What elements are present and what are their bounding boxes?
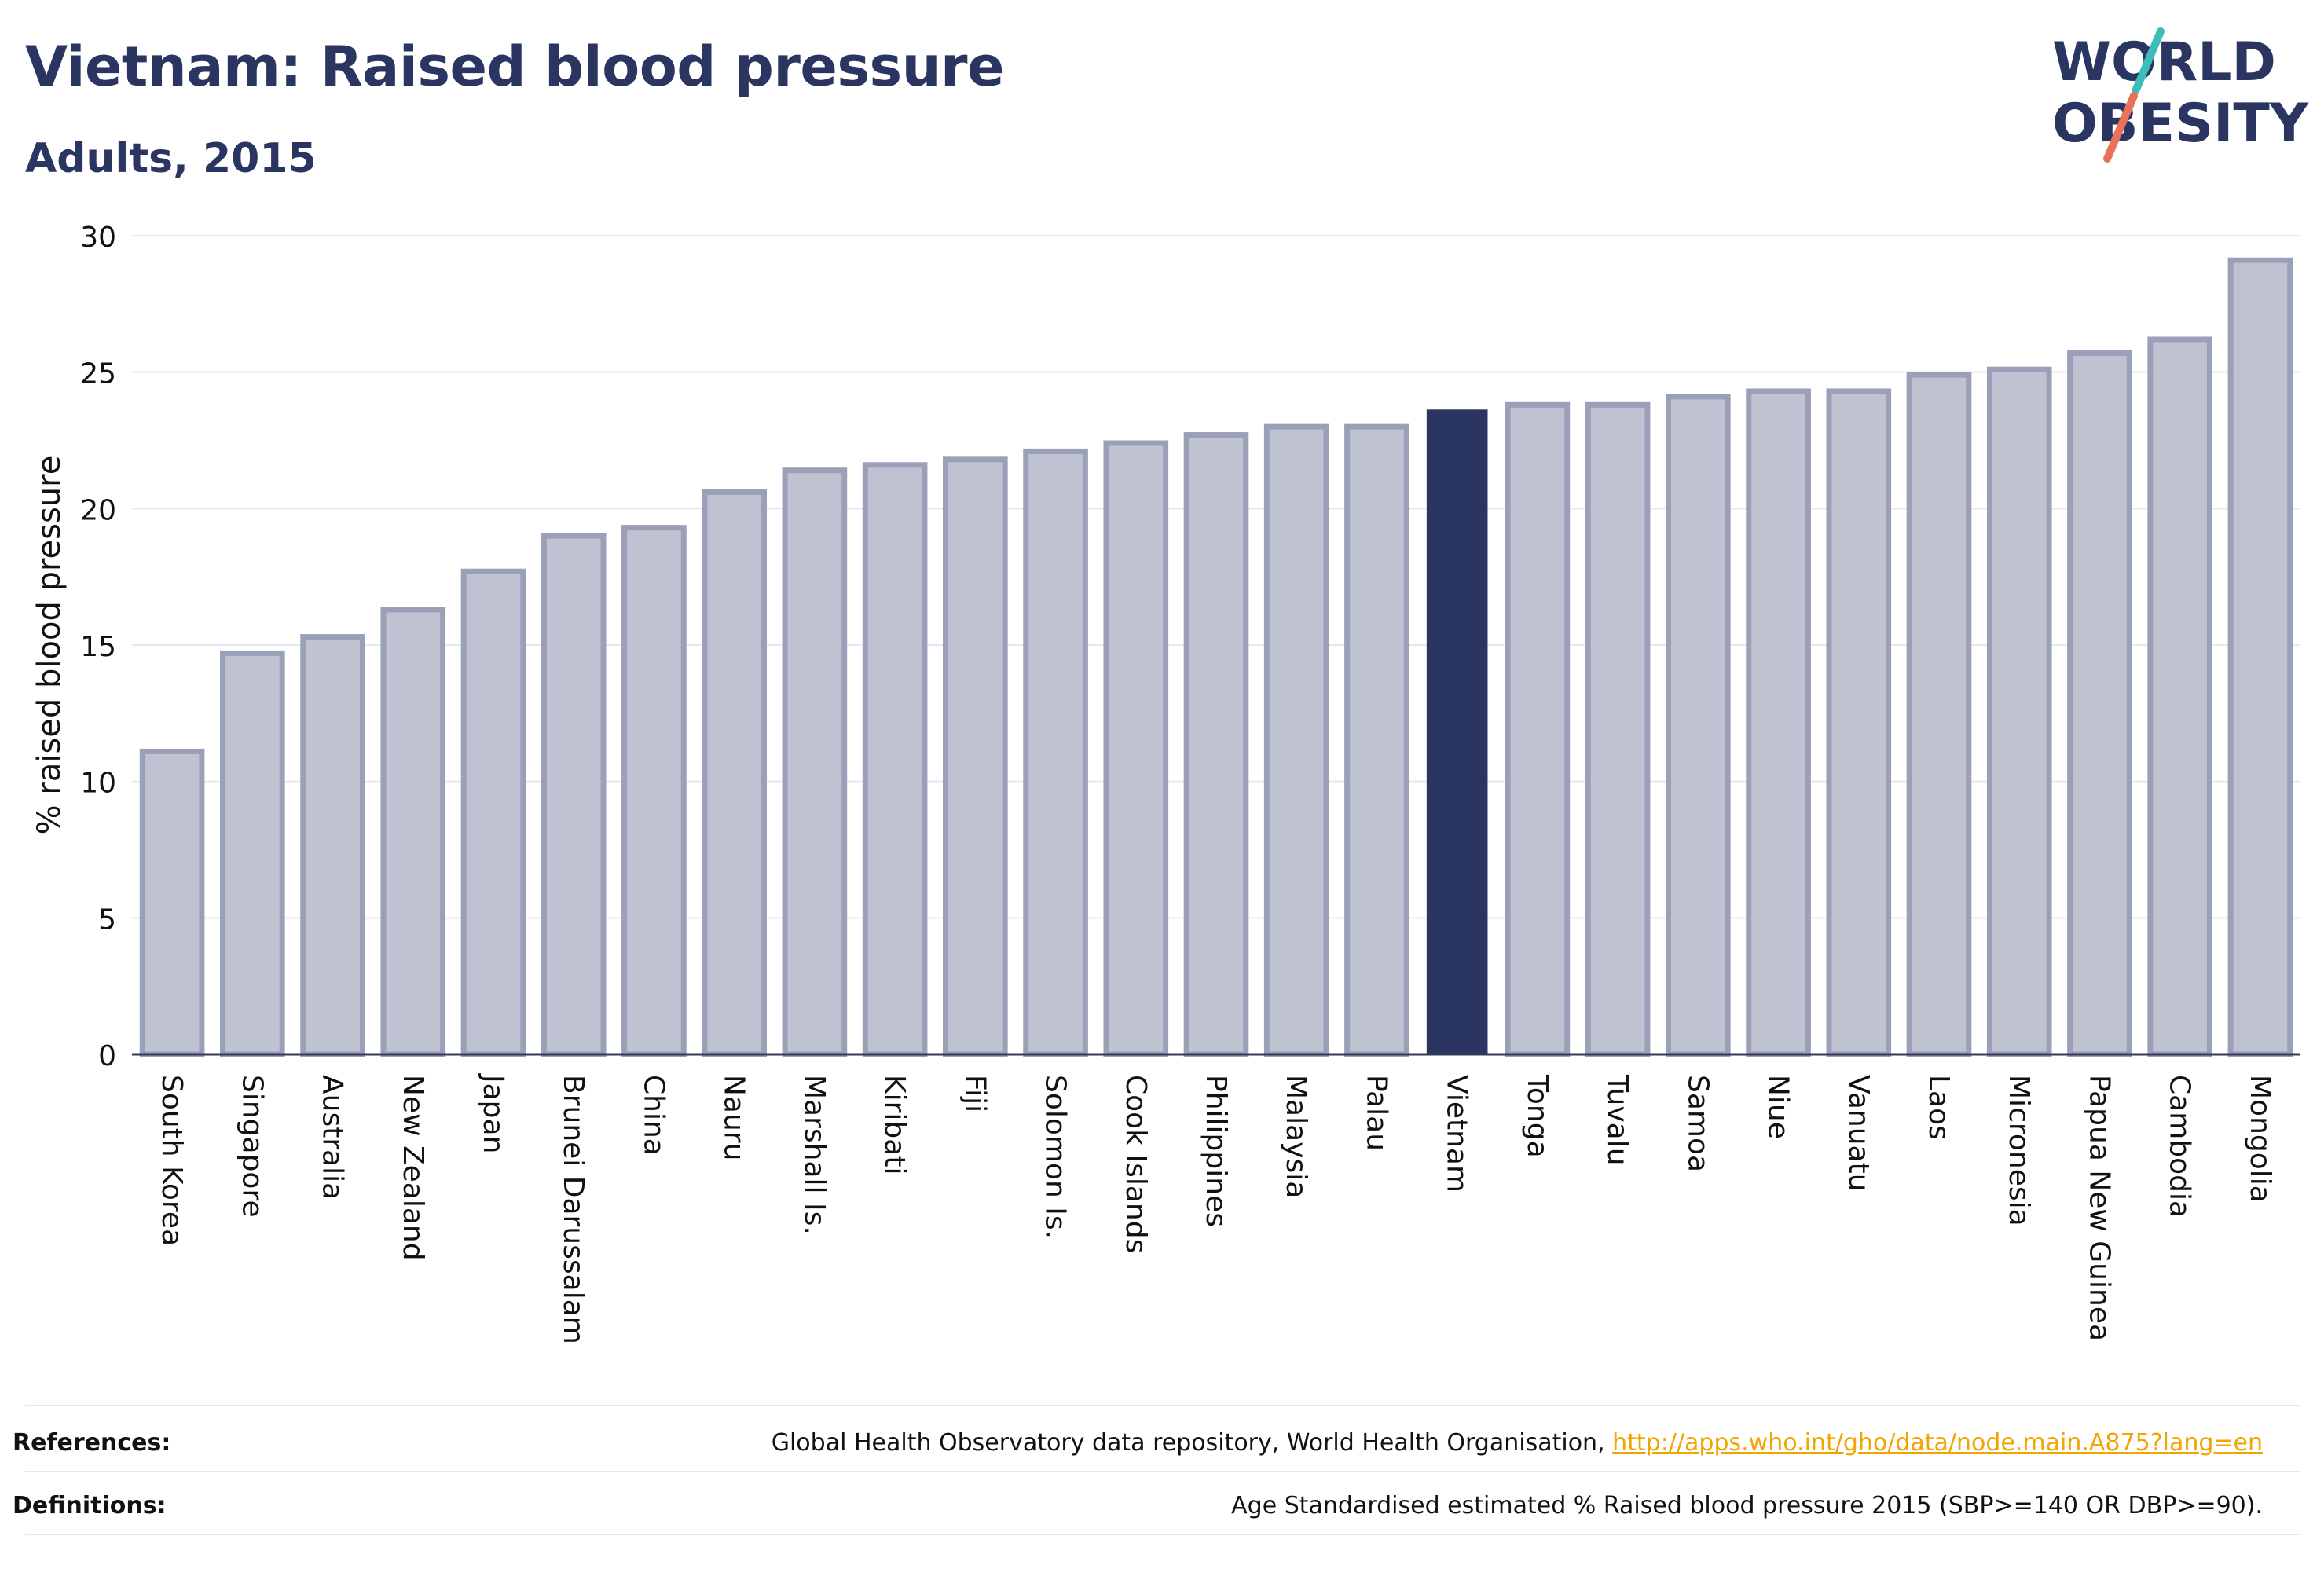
bar-12 (1103, 440, 1169, 1057)
bar-3 (380, 607, 446, 1057)
x-tick-label: South Korea (156, 1075, 188, 1246)
bar-6 (621, 525, 687, 1057)
logo-slash-coral (2103, 92, 2138, 163)
x-tick-label: Samoa (1681, 1075, 1714, 1172)
x-tick-label: Solomon Is. (1039, 1075, 1072, 1239)
y-tick-label: 10 (80, 768, 116, 800)
x-tick-label: Tonga (1521, 1074, 1553, 1158)
y-tick-label: 20 (80, 494, 116, 526)
logo-line-world: WORLD (2052, 31, 2276, 93)
bar-19 (1666, 394, 1731, 1057)
bar-16 (1426, 409, 1488, 1055)
references-value: Global Health Observatory data repositor… (772, 1429, 2275, 1457)
bar-15 (1344, 423, 1409, 1057)
footer-rule-middle (25, 1471, 2300, 1472)
y-tick-label: 30 (80, 222, 116, 254)
page-subtitle: Adults, 2015 (25, 135, 317, 182)
footer-rule-top (25, 1405, 2300, 1406)
x-tick-label: Laos (1923, 1075, 1955, 1140)
x-tick-label: Vietnam (1441, 1075, 1473, 1193)
footer-references: References: Global Health Observatory da… (0, 1411, 2275, 1474)
logo-slash-teal (2132, 27, 2165, 95)
world-obesity-logo: WORLD OBESITY (2052, 27, 2309, 163)
x-tick-label: Palau (1360, 1075, 1392, 1151)
bar-25 (2147, 336, 2212, 1057)
logo-line-obesity: OBESITY (2052, 93, 2309, 155)
bar-20 (1746, 388, 1811, 1057)
page-title: Vietnam: Raised blood pressure (25, 35, 1005, 99)
bar-2 (300, 634, 365, 1057)
x-tick-label: China (637, 1075, 669, 1156)
x-tick-label: Cambodia (2164, 1075, 2196, 1218)
bar-4 (460, 568, 526, 1057)
y-tick-label: 25 (80, 358, 116, 390)
x-tick-label: New Zealand (397, 1075, 429, 1261)
x-tick-label: Brunei Darussalam (557, 1075, 589, 1344)
definitions-text: Age Standardised estimated % Raised bloo… (1231, 1491, 2263, 1519)
y-tick-label: 15 (80, 631, 116, 663)
bar-5 (541, 533, 607, 1057)
bar-24 (2067, 350, 2132, 1057)
x-tick-label: Kiribati (878, 1075, 911, 1175)
references-text: Global Health Observatory data repositor… (771, 1428, 1613, 1457)
y-tick-label: 0 (98, 1040, 116, 1072)
bar-10 (943, 456, 1008, 1057)
references-link[interactable]: http://apps.who.int/gho/data/node.main.A… (1612, 1428, 2263, 1457)
y-tick-label: 5 (98, 903, 116, 936)
bar-9 (862, 462, 928, 1057)
bar-17 (1505, 401, 1571, 1057)
x-tick-label: Fiji (959, 1075, 991, 1112)
x-tick-label: Vanuatu (1842, 1075, 1875, 1192)
bar-7 (702, 489, 767, 1057)
x-tick-label: Philippines (1200, 1075, 1232, 1227)
x-tick-label: Papua New Guinea (2083, 1075, 2115, 1341)
x-tick-label: Malaysia (1280, 1075, 1312, 1198)
bar-14 (1263, 423, 1329, 1057)
bar-11 (1023, 448, 1088, 1057)
y-axis-label: % raised blood pressure (31, 456, 68, 835)
x-tick-label: Australia (317, 1075, 349, 1200)
x-tick-label: Cook Islands (1120, 1075, 1152, 1253)
x-tick-label: Niue (1762, 1075, 1794, 1139)
x-tick-label: Nauru (718, 1075, 750, 1160)
x-tick-label: Japan (477, 1073, 509, 1153)
references-label: References: (13, 1428, 171, 1457)
bar-22 (1906, 372, 1972, 1057)
footer-definitions: Definitions: Age Standardised estimated … (0, 1474, 2275, 1537)
x-tick-label: Mongolia (2244, 1075, 2276, 1203)
bar-0 (139, 748, 205, 1057)
bar-1 (220, 650, 285, 1057)
x-tick-label: Tuvalu (1601, 1074, 1633, 1166)
x-tick-label: Marshall Is. (798, 1075, 830, 1235)
bar-18 (1585, 401, 1651, 1057)
bar-23 (1986, 366, 2052, 1057)
footer-rule-bottom (25, 1534, 2300, 1535)
bar-8 (782, 467, 848, 1057)
bar-26 (2227, 257, 2293, 1057)
bar-chart: 0 5 10 15 20 25 30 % raised blood pressure South… (31, 222, 2300, 1344)
bar-21 (1826, 388, 1892, 1057)
x-tick-label: Micronesia (2003, 1075, 2035, 1226)
x-tick-label: Singapore (236, 1075, 268, 1218)
bar-13 (1183, 432, 1249, 1057)
definitions-label: Definitions: (13, 1491, 167, 1519)
